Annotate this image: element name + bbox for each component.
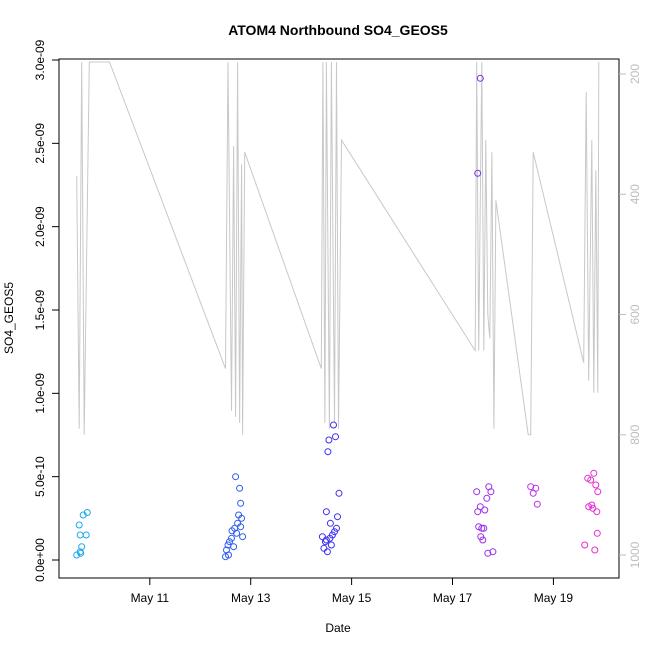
data-point (480, 524, 488, 532)
data-point (232, 473, 240, 481)
data-point (236, 484, 244, 492)
data-point (239, 533, 247, 541)
data-point (75, 521, 83, 529)
data-point (476, 503, 484, 511)
data-point (481, 506, 489, 514)
data-point (331, 528, 338, 536)
data-point (228, 534, 235, 542)
data-point (226, 538, 233, 546)
y-tick-label: 2.5e-09 (33, 123, 47, 164)
data-point (587, 476, 595, 484)
data-point (237, 499, 245, 507)
pressure-tick-label: 400 (628, 184, 642, 204)
pressure-tick-label: 600 (628, 304, 642, 324)
data-point (532, 484, 540, 492)
y-axis-label: SO4_GEOS5 (2, 282, 16, 354)
data-point (593, 508, 601, 516)
data-point (478, 524, 486, 532)
data-point (593, 529, 601, 537)
data-point (233, 529, 241, 537)
data-point (335, 489, 343, 497)
x-axis-label: Date (325, 621, 351, 635)
data-point (592, 481, 600, 489)
data-point (225, 551, 232, 559)
data-point (489, 548, 497, 556)
data-point (334, 513, 341, 521)
data-point (237, 523, 245, 531)
data-point (533, 500, 541, 508)
data-point (238, 514, 246, 522)
data-point (591, 546, 599, 554)
data-point (322, 536, 330, 544)
data-point (333, 524, 340, 532)
y-tick-label: 2.0e-09 (33, 206, 47, 247)
data-point (476, 74, 484, 82)
data-point (330, 421, 337, 429)
data-point (326, 519, 334, 527)
data-point (321, 538, 329, 546)
data-point (589, 504, 597, 512)
pressure-line-layer (76, 61, 600, 436)
y-tick-label: 5.0e-10 (33, 456, 47, 497)
data-point (327, 541, 335, 549)
plot-frame (58, 58, 620, 579)
data-point (479, 536, 487, 544)
data-point (474, 169, 482, 177)
data-point (588, 501, 596, 509)
data-point (77, 549, 85, 557)
data-point (324, 448, 332, 456)
x-tick-label: May 15 (332, 591, 372, 605)
axes-layer: May 11 May 13 May 15 May 17 May 19 0.0e+00 5.0… (33, 39, 642, 605)
data-point (590, 469, 598, 477)
x-tick-label: May 17 (433, 591, 473, 605)
x-tick-label: May 13 (231, 591, 271, 605)
pressure-tick-label: 200 (628, 64, 642, 84)
pressure-tick-label: 800 (628, 424, 642, 444)
data-point (323, 548, 331, 556)
y-tick-label: 0.0e+00 (33, 538, 47, 582)
data-point (487, 488, 495, 496)
data-point (230, 543, 238, 551)
data-point (322, 508, 330, 516)
data-point (581, 541, 589, 549)
data-point (325, 436, 333, 444)
data-point (82, 531, 90, 539)
data-point (483, 494, 491, 502)
y-tick-label: 1.5e-09 (33, 289, 47, 330)
chart-title: ATOM4 Northbound SO4_GEOS5 (228, 22, 448, 38)
data-point (78, 543, 86, 551)
y-tick-label: 3.0e-09 (33, 39, 47, 80)
pressure-line (76, 61, 600, 436)
x-tick-label: May 11 (131, 591, 170, 605)
data-points-layer (73, 74, 602, 561)
pressure-tick-label: 1000 (628, 541, 642, 568)
data-point (594, 488, 602, 496)
data-point (473, 488, 481, 496)
data-point (332, 433, 339, 441)
y-tick-label: 1.0e-09 (33, 373, 47, 414)
x-tick-label: May 19 (534, 591, 574, 605)
data-point (83, 509, 91, 516)
